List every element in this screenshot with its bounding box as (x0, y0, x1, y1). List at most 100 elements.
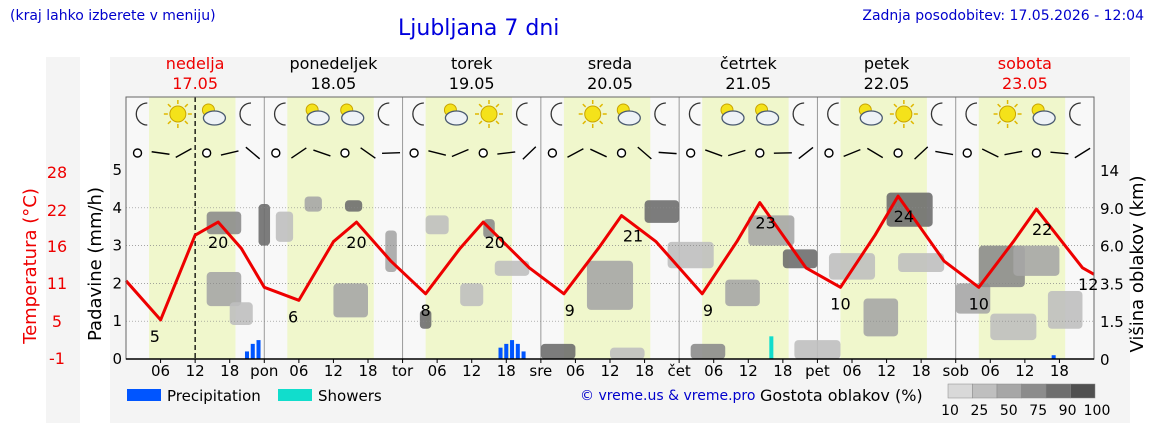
temperature-label: 24 (894, 207, 914, 226)
axes (125, 96, 1095, 363)
cloud-density-label: Gostota oblakov (%) (760, 386, 923, 405)
x-tick-label: 18 (912, 362, 931, 380)
temperature-label: 21 (623, 227, 643, 246)
x-tick-label: 18 (1050, 362, 1069, 380)
moon-icon (965, 102, 978, 126)
cloud-scale-label: 90 (1059, 403, 1077, 419)
x-tick-label: 18 (635, 362, 654, 380)
temperature-label: 5 (150, 327, 160, 346)
sun-icon (163, 100, 192, 128)
cloud-patch (344, 200, 363, 212)
cloud-patch (1047, 290, 1083, 329)
wind-barb-icon (522, 146, 537, 160)
moon-icon (1069, 102, 1081, 126)
wind-calm-icon (201, 148, 212, 158)
precipitation-bar (521, 351, 526, 359)
day-name: ponedeljek (289, 54, 378, 73)
precipitation-bar (256, 340, 261, 359)
day-date: 21.05 (725, 74, 771, 93)
temp-tick-label: 22 (47, 201, 67, 220)
precipitation-bar (250, 343, 255, 359)
wind-barb-icon (590, 148, 607, 158)
precipitation-bar (510, 340, 515, 359)
x-tick-label: 06 (289, 362, 308, 380)
precip-tick-label: 5 (112, 161, 122, 179)
cloud-patch (206, 272, 242, 307)
cloud-patch (586, 260, 634, 310)
cloud-icon (755, 103, 780, 126)
wind-calm-icon (824, 148, 834, 158)
x-tick-label: sre (529, 362, 552, 380)
cloud-patch (258, 204, 271, 246)
cloud-scale-label: 100 (1084, 403, 1111, 419)
cloud-patch (460, 283, 484, 307)
temperature-label: 22 (1032, 220, 1052, 239)
wind-calm-icon (685, 148, 696, 158)
wind-barb-icon (798, 146, 814, 160)
temperature-label: 20 (346, 233, 366, 252)
cloud-height-tick-label: 3.5 (1100, 275, 1124, 293)
x-tick-label: tor (392, 362, 414, 380)
cloud-scale-label: 10 (941, 403, 959, 419)
cloud-patch (540, 343, 576, 359)
temperature-label: 6 (288, 307, 298, 326)
day-date: 20.05 (587, 74, 633, 93)
x-tick-label: 18 (358, 362, 377, 380)
wind-barb-icon (843, 148, 861, 158)
temperature-label: 8 (421, 301, 431, 320)
cloud-icon (1031, 103, 1056, 126)
precipitation-axis-title: Padavine (mm/h) (85, 187, 106, 341)
grid-lines (126, 97, 1094, 359)
x-tick-label: 18 (773, 362, 792, 380)
temperature-label: 20 (208, 233, 228, 252)
cloud-patch (419, 309, 432, 329)
wind-barb-icon (658, 151, 677, 155)
day-name: nedelja (166, 54, 225, 73)
day-date: 23.05 (1002, 74, 1048, 93)
day-date: 19.05 (449, 74, 495, 93)
cloud-icon (720, 103, 745, 126)
day-date: 22.05 (864, 74, 910, 93)
temperature-label: 10 (969, 294, 989, 313)
wind-barb-icon (914, 146, 929, 160)
sun-icon (475, 100, 503, 128)
cloud-scale-label: 50 (1000, 403, 1018, 419)
moon-icon (516, 102, 528, 126)
temp-tick-label: 5 (52, 312, 62, 331)
cloud-patch (828, 253, 876, 280)
temperature-label: 9 (703, 301, 713, 320)
x-tick-label: 12 (739, 362, 758, 380)
cloud-patch (610, 347, 645, 359)
x-tick-label: 06 (428, 362, 447, 380)
legend-label: Precipitation (167, 387, 261, 405)
cloud-scale-label: 75 (1029, 403, 1047, 419)
wind-barb-icon (567, 148, 584, 158)
cloud-patch (863, 298, 899, 337)
temperature-label: 12 (1078, 275, 1098, 294)
cloud-patch (494, 260, 530, 276)
cloud-icon (443, 103, 469, 126)
wind-barb-icon (151, 151, 170, 155)
wind-calm-icon (271, 148, 281, 158)
temp-tick-label: 11 (47, 274, 67, 293)
x-tick-label: pon (250, 362, 278, 380)
wind-calm-icon (547, 148, 558, 158)
cloud-scale-swatch (947, 383, 973, 399)
cloud-patch (644, 200, 680, 223)
cloud-scale-swatch (972, 383, 998, 399)
cloud-scale-swatch (1045, 383, 1071, 399)
day-name: četrtek (720, 54, 778, 73)
chart-title: Ljubljana 7 dni (398, 16, 560, 41)
cloud-patch (304, 196, 322, 212)
temp-tick-label: -1 (49, 349, 65, 368)
moon-icon (827, 102, 839, 126)
cloud-icon (858, 103, 883, 126)
cloud-patch (886, 192, 933, 227)
wind-barb-icon (727, 149, 746, 157)
x-tick-label: 12 (324, 362, 343, 380)
sun-icon (578, 100, 607, 128)
precip-tick-label: 3 (112, 237, 122, 255)
wind-barb-icon (451, 148, 469, 158)
x-tick-label: sob (942, 362, 969, 380)
